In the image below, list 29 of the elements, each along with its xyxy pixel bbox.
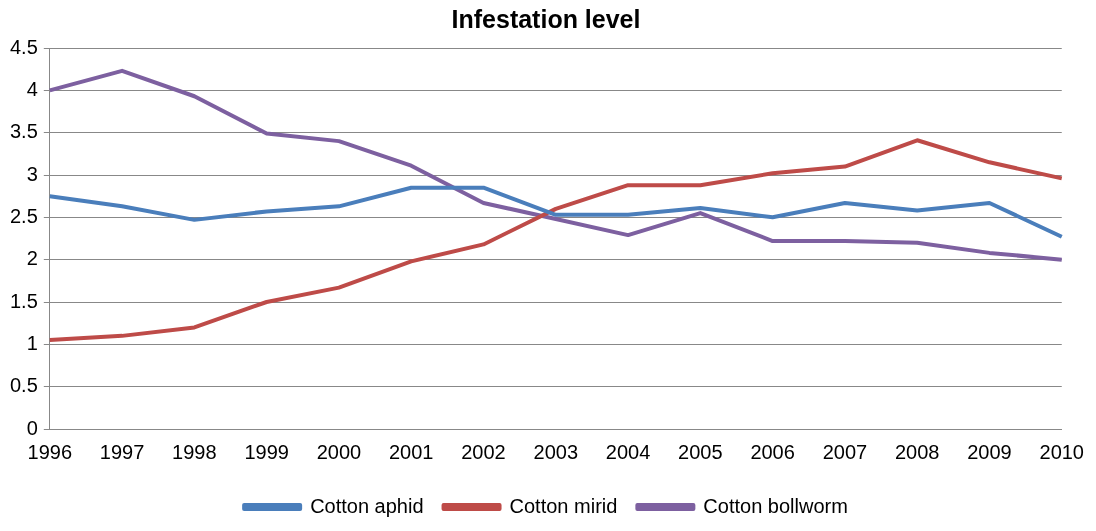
y-tick-label: 4.5: [9, 35, 38, 58]
legend-label: Cotton mirid: [509, 494, 618, 517]
y-tick-label: 0: [26, 416, 38, 439]
x-tick-label: 2002: [461, 440, 506, 463]
x-tick-label: 2008: [894, 440, 940, 463]
x-tick-label: 2001: [388, 440, 434, 463]
y-tick-label: 1.5: [9, 289, 38, 312]
x-tick-label: 2000: [316, 440, 362, 463]
chart-title: Infestation level: [451, 4, 641, 33]
x-tick-label: 2010: [1039, 440, 1084, 463]
x-tick-label: 1999: [244, 440, 289, 463]
x-tick-label: 2009: [967, 440, 1012, 463]
y-tick-label: 3: [26, 162, 38, 185]
x-tick-label: 1997: [99, 440, 145, 463]
x-tick-label: 2003: [533, 440, 579, 463]
x-tick-label: 2005: [678, 440, 723, 463]
y-tick-label: 2: [26, 247, 38, 270]
legend-label: Cotton aphid: [310, 494, 424, 517]
x-tick-label: 1996: [27, 440, 73, 463]
y-tick-label: 4: [26, 77, 38, 100]
y-tick-label: 2.5: [9, 204, 38, 227]
x-tick-label: 2007: [822, 440, 868, 463]
y-tick-label: 0.5: [9, 374, 38, 397]
y-tick-label: 3.5: [9, 120, 38, 143]
x-tick-label: 1998: [172, 440, 217, 463]
x-tick-label: 2004: [605, 440, 651, 463]
legend-label: Cotton bollworm: [703, 494, 848, 517]
x-tick-label: 2006: [750, 440, 795, 463]
y-tick-label: 1: [26, 331, 38, 354]
